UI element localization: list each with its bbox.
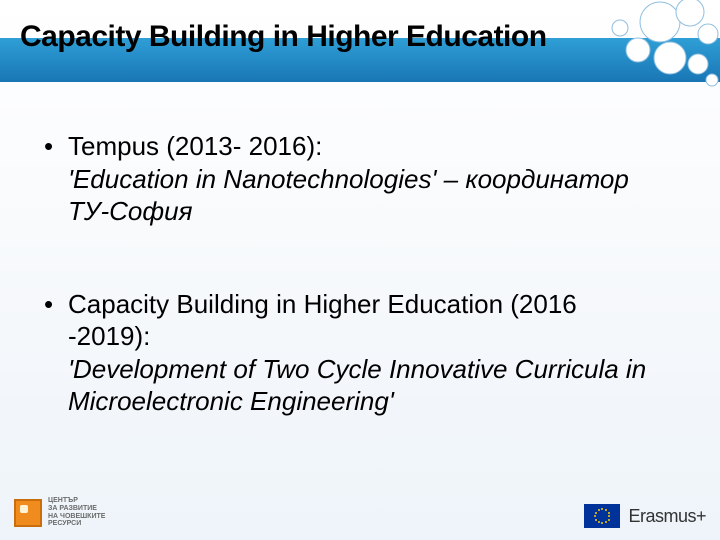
- bullet-lead: Capacity Building in Higher Education (2…: [68, 289, 577, 352]
- hrdc-logo-icon: [14, 499, 42, 527]
- bullet-lead: Tempus (2013- 2016):: [68, 131, 322, 161]
- decorative-bubbles: [540, 0, 720, 100]
- slide-title: Capacity Building in Higher Education: [20, 20, 547, 54]
- footer-logo-left: ЦЕНТЪРЗА РАЗВИТИЕНА ЧОВЕШКИТЕРЕСУРСИ: [14, 497, 105, 528]
- bullet-italic: 'Development of Two Cycle Innovative Cur…: [68, 354, 646, 417]
- slide: Capacity Building in Higher Education Te…: [0, 0, 720, 540]
- bullet-item: Capacity Building in Higher Education (2…: [40, 288, 660, 418]
- eu-flag-icon: [584, 504, 620, 528]
- erasmus-logo-text: Erasmus+: [628, 506, 706, 527]
- bullet-italic: 'Education in Nanotechnologies' – коорди…: [68, 164, 629, 227]
- slide-content: Tempus (2013- 2016): 'Education in Nanot…: [40, 130, 660, 418]
- bullet-item: Tempus (2013- 2016): 'Education in Nanot…: [40, 130, 660, 228]
- footer: ЦЕНТЪРЗА РАЗВИТИЕНА ЧОВЕШКИТЕРЕСУРСИ Era…: [0, 490, 720, 530]
- footer-logo-right: Erasmus+: [584, 504, 706, 528]
- hrdc-logo-text: ЦЕНТЪРЗА РАЗВИТИЕНА ЧОВЕШКИТЕРЕСУРСИ: [48, 497, 105, 528]
